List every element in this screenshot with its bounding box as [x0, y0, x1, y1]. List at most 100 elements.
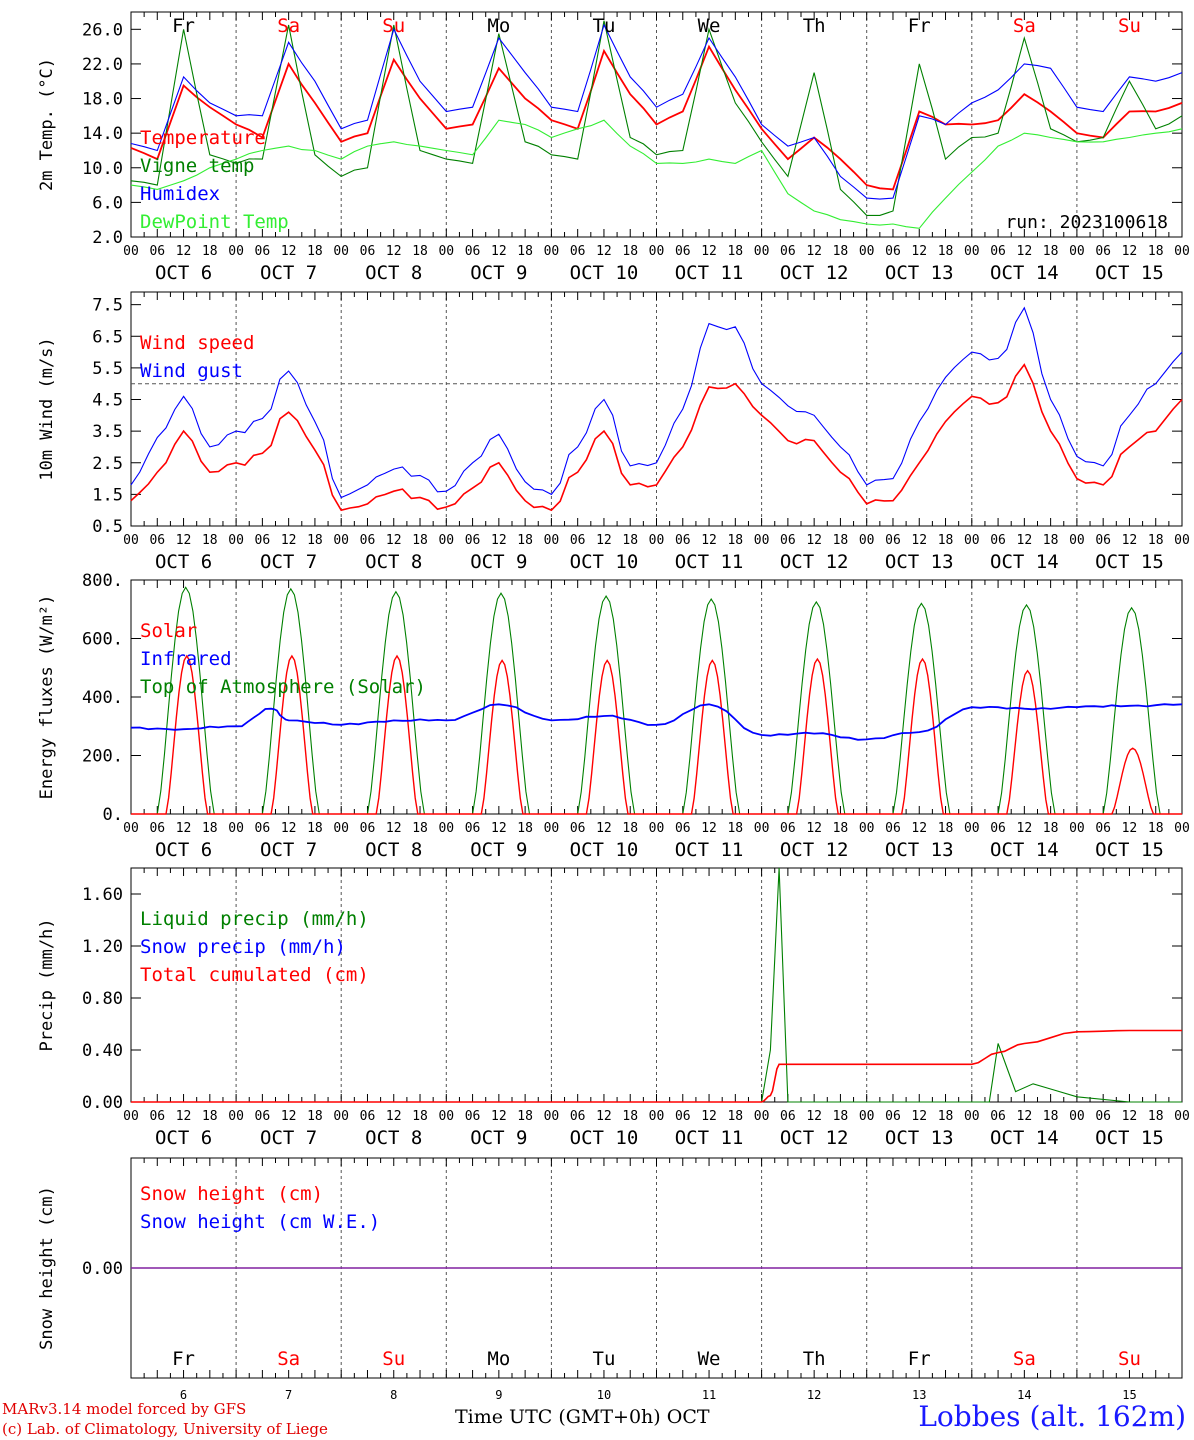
y-tick-label: 7.5	[92, 296, 123, 316]
hour-tick-label: 18	[517, 244, 533, 259]
legend-temperature: Temperature	[140, 127, 266, 149]
hour-tick-label: 00	[649, 244, 665, 259]
hour-tick-label: 18	[517, 533, 533, 548]
hour-tick-label: 06	[570, 244, 586, 259]
hour-tick-label: 06	[570, 1109, 586, 1124]
hour-tick-label: 06	[465, 1109, 481, 1124]
hour-tick-label: 12	[386, 533, 402, 548]
hour-tick-label: 00	[438, 1109, 454, 1124]
hour-tick-label: 00	[754, 1109, 770, 1124]
weekday-label: Fr	[172, 15, 195, 37]
hour-tick-label: 06	[255, 821, 271, 836]
hour-tick-label: 06	[149, 244, 165, 259]
date-label: OCT 13	[885, 1127, 954, 1149]
hour-tick-label: 00	[1174, 533, 1190, 548]
hour-tick-label: 06	[360, 1109, 376, 1124]
x-axis-month: OCT	[666, 1406, 710, 1428]
date-label: OCT 15	[1095, 551, 1164, 573]
hour-tick-label: 12	[596, 533, 612, 548]
hour-tick-label: 12	[1017, 533, 1033, 548]
date-label: OCT 14	[990, 839, 1059, 861]
hour-tick-label: 00	[649, 1109, 665, 1124]
hour-tick-label: 06	[255, 1109, 271, 1124]
hour-tick-label: 12	[491, 533, 507, 548]
day-number-label: 9	[495, 1388, 502, 1402]
weekday-label: We	[698, 15, 721, 37]
hour-tick-label: 12	[596, 1109, 612, 1124]
y-tick-label: 10.0	[82, 159, 123, 179]
y-axis-label: 10m Wind (m/s)	[37, 337, 57, 480]
hour-tick-label: 12	[806, 821, 822, 836]
hour-tick-label: 06	[675, 1109, 691, 1124]
panel-1: 2.0 6.0 10.0 14.0 18.0 22.0 26.0 2m Temp. (°C) 0…	[37, 11, 1190, 284]
hour-tick-label: 00	[964, 533, 980, 548]
y-tick-label: 1.20	[82, 937, 123, 957]
hour-tick-label: 18	[412, 821, 428, 836]
day-number-label: 14	[1017, 1388, 1031, 1402]
hour-tick-label: 00	[964, 1109, 980, 1124]
hour-tick-label: 12	[176, 244, 192, 259]
y-tick-label: 1.5	[92, 485, 123, 505]
hour-tick-label: 18	[727, 533, 743, 548]
hour-tick-label: 06	[360, 821, 376, 836]
hour-tick-label: 12	[281, 821, 297, 836]
legend-total-cumulated-cm-: Total cumulated (cm)	[140, 964, 369, 986]
hour-tick-label: 06	[570, 533, 586, 548]
hour-tick-label: 06	[1095, 1109, 1111, 1124]
y-tick-label: 2.0	[92, 228, 123, 248]
hour-tick-label: 18	[1148, 1109, 1164, 1124]
hour-tick-label: 18	[412, 1109, 428, 1124]
hour-tick-label: 00	[1069, 1109, 1085, 1124]
hour-tick-label: 00	[333, 533, 349, 548]
legend-infrared: Infrared	[140, 648, 232, 670]
hour-tick-label: 06	[990, 244, 1006, 259]
hour-tick-label: 12	[281, 244, 297, 259]
weekday-label: Sa	[1013, 1348, 1036, 1370]
date-label: OCT 7	[260, 262, 317, 284]
hour-tick-label: 06	[990, 821, 1006, 836]
hour-tick-label: 00	[544, 821, 560, 836]
hour-tick-label: 18	[1043, 821, 1059, 836]
date-label: OCT 7	[260, 839, 317, 861]
hour-tick-label: 00	[1069, 244, 1085, 259]
hour-tick-label: 00	[649, 821, 665, 836]
date-label: OCT 11	[675, 1127, 744, 1149]
hour-tick-label: 00	[754, 533, 770, 548]
y-axis-label: Precip (mm/h)	[37, 918, 57, 1051]
y-tick-label: 0.80	[82, 989, 123, 1009]
hour-tick-label: 00	[228, 533, 244, 548]
hour-tick-label: 00	[123, 821, 139, 836]
y-tick-label: 22.0	[82, 55, 123, 75]
hour-tick-label: 18	[307, 1109, 323, 1124]
weekday-label: Mo	[487, 15, 510, 37]
hour-tick-label: 00	[438, 244, 454, 259]
hour-tick-label: 00	[228, 1109, 244, 1124]
date-label: OCT 6	[155, 839, 212, 861]
hour-tick-label: 18	[938, 533, 954, 548]
y-tick-label: 0.5	[92, 517, 123, 537]
weekday-label: We	[698, 1348, 721, 1370]
hour-tick-label: 00	[333, 244, 349, 259]
weekday-label: Th	[803, 15, 826, 37]
series-line-dewpoint-temp	[130, 119, 1183, 229]
hour-tick-label: 00	[964, 244, 980, 259]
hour-tick-label: 12	[176, 1109, 192, 1124]
day-number-label: 15	[1122, 1388, 1136, 1402]
hour-tick-label: 18	[1043, 1109, 1059, 1124]
legend-snow-precip-mm-h-: Snow precip (mm/h)	[140, 936, 346, 958]
date-label: OCT 12	[780, 551, 849, 573]
weekday-label: Th	[803, 1348, 826, 1370]
hour-tick-label: 12	[1017, 821, 1033, 836]
hour-tick-label: 06	[1095, 244, 1111, 259]
hour-tick-label: 06	[675, 533, 691, 548]
weekday-label: Tu	[593, 1348, 616, 1370]
hour-tick-label: 06	[780, 821, 796, 836]
hour-tick-label: 12	[1017, 1109, 1033, 1124]
hour-tick-label: 00	[754, 244, 770, 259]
legend-snow-height-cm-: Snow height (cm)	[140, 1183, 323, 1205]
date-label: OCT 12	[780, 262, 849, 284]
hour-tick-label: 18	[833, 244, 849, 259]
legend-humidex: Humidex	[140, 183, 220, 205]
hour-tick-label: 12	[281, 1109, 297, 1124]
hour-tick-label: 00	[544, 1109, 560, 1124]
